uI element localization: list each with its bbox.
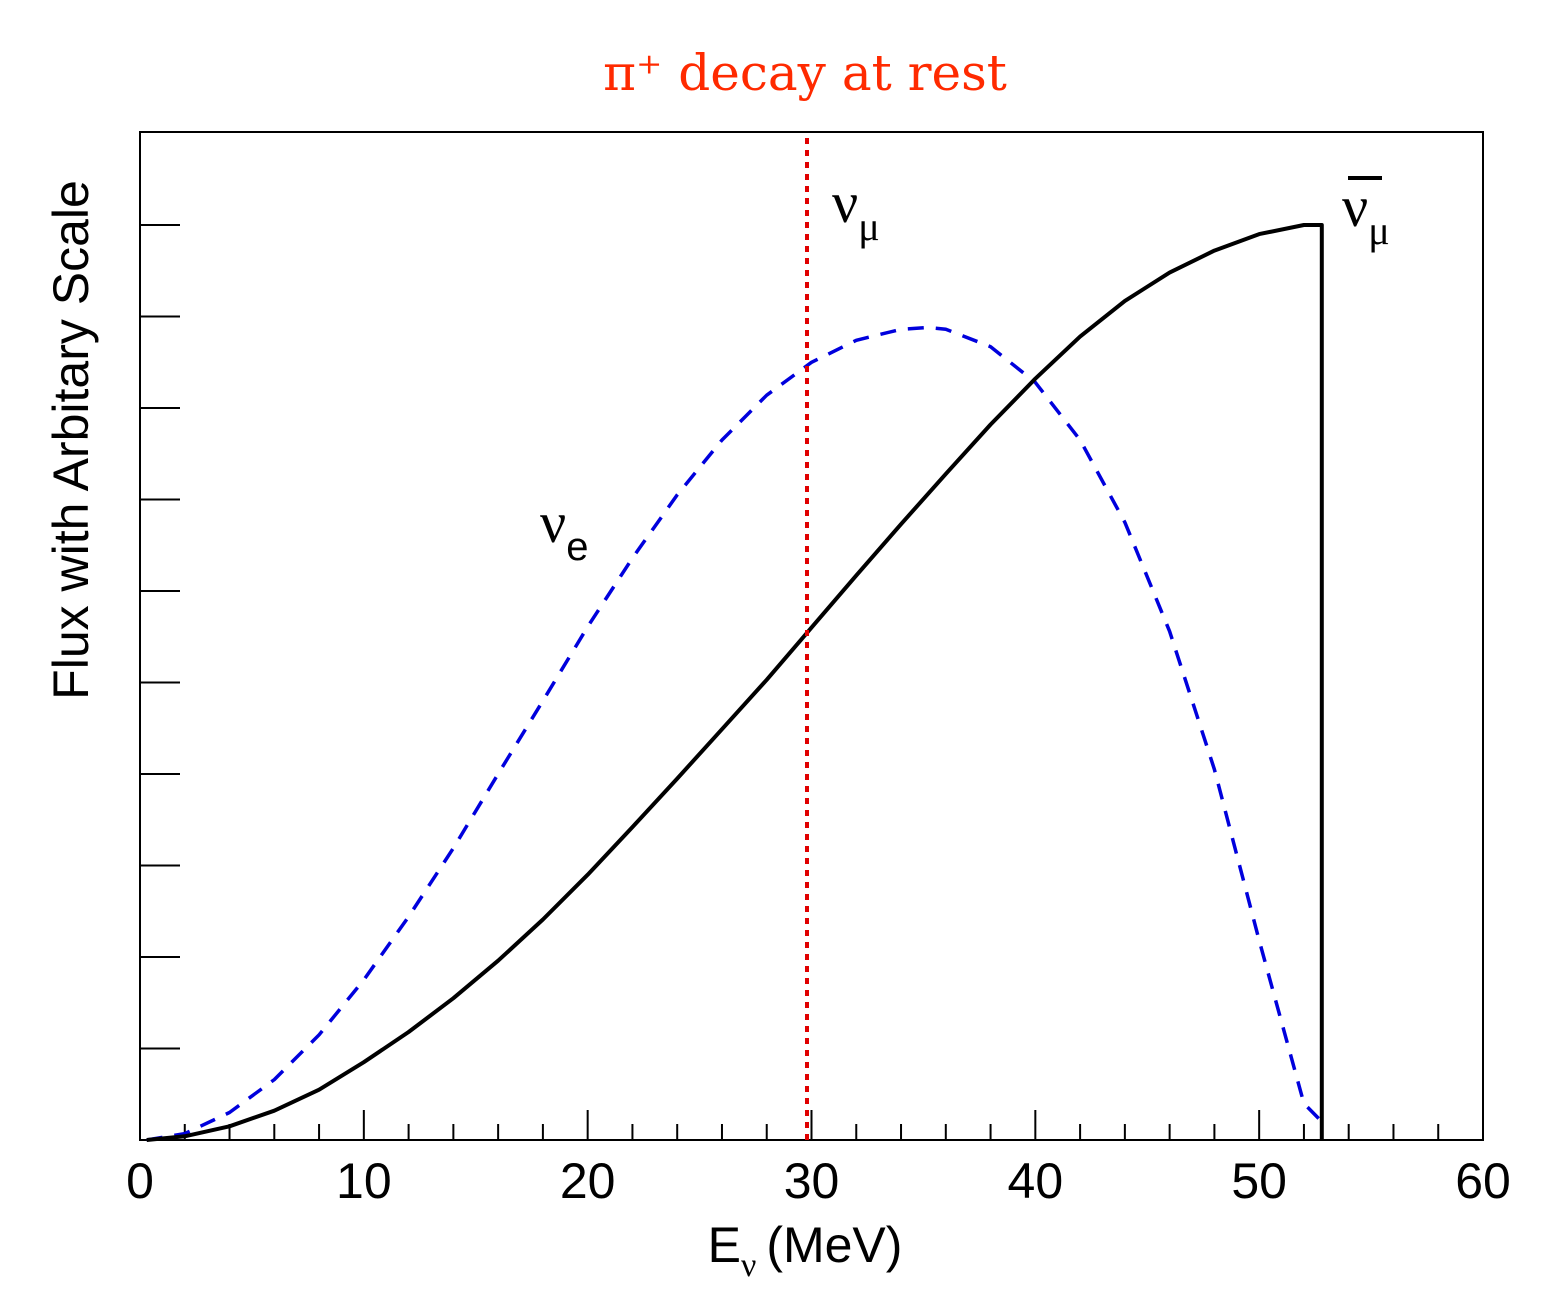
- y-axis-ticks: [140, 224, 180, 1050]
- label-nu-mu-main: ν: [832, 170, 858, 235]
- x-axis-label-main: E: [708, 1217, 741, 1273]
- x-tick-label: 20: [560, 1153, 616, 1209]
- chart-title: π⁺ decay at rest: [603, 44, 1007, 102]
- x-axis-label-unit: (MeV): [766, 1217, 902, 1273]
- x-axis-label-sub: ν: [741, 1247, 756, 1284]
- label-nu-mu-bar-sub: μ: [1368, 208, 1389, 253]
- label-nu-e: νe: [540, 490, 588, 569]
- x-tick-label: 40: [1008, 1153, 1064, 1209]
- x-tick-label: 30: [784, 1153, 840, 1209]
- label-nu-mu-bar-main: ν: [1342, 174, 1368, 239]
- label-nu-e-sub: e: [566, 525, 588, 569]
- x-tick-label: 10: [336, 1153, 392, 1209]
- x-tick-label: 0: [126, 1153, 154, 1209]
- label-nu-e-main: ν: [540, 490, 566, 555]
- chart-title-text: π⁺ decay at rest: [603, 44, 1007, 102]
- x-axis-label: Eν (MeV): [708, 1217, 903, 1284]
- series-line: [146, 325, 1324, 1142]
- label-nu-mu-bar: νμ: [1342, 174, 1390, 253]
- x-axis-ticks: [139, 1110, 1484, 1140]
- x-tick-label: 60: [1455, 1153, 1511, 1209]
- y-axis-label: Flux with Arbitary Scale: [43, 180, 99, 700]
- label-nu-mu-sub: μ: [858, 204, 879, 249]
- x-tick-label: 50: [1231, 1153, 1287, 1209]
- x-axis-tick-labels: 0 10 20 30 40 50 60: [126, 1153, 1511, 1209]
- series-line: [146, 223, 1324, 1142]
- label-nu-mu: νμ: [832, 170, 880, 249]
- series-layer: [146, 133, 1324, 1142]
- plot-frame: [139, 131, 1484, 1141]
